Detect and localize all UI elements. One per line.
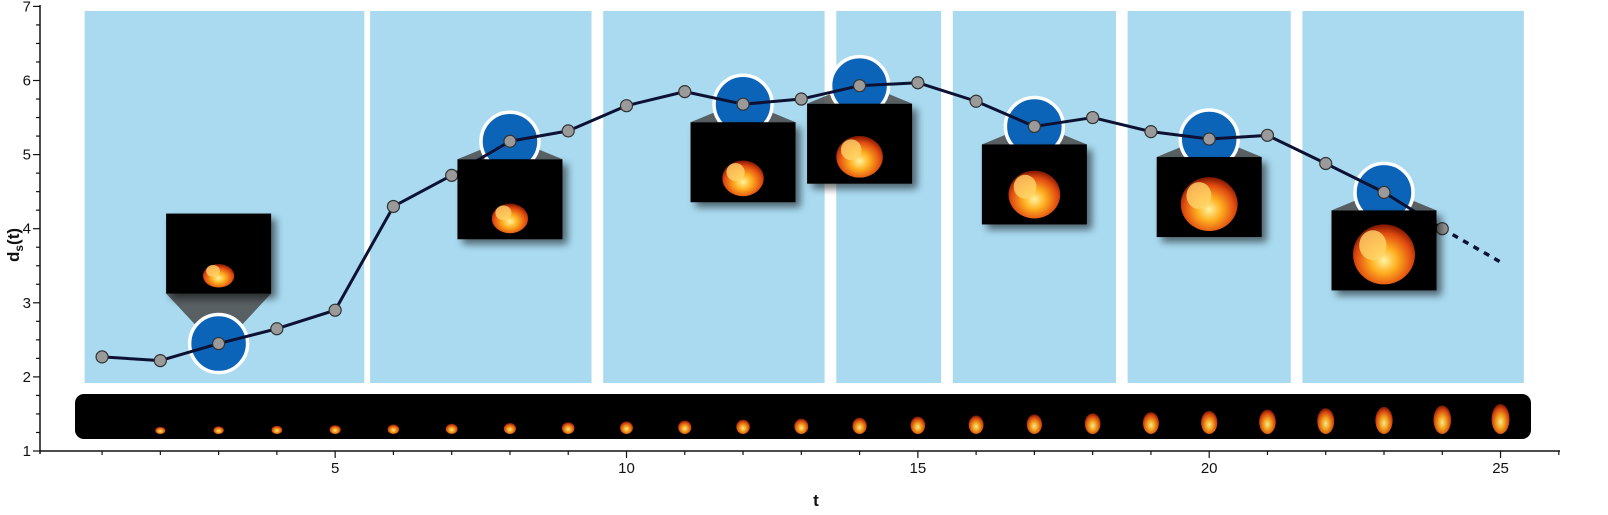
y-axis-label-main: d [4, 252, 23, 262]
flame-inset-fire-core [840, 139, 862, 161]
flame-strip-thumbnail [1026, 414, 1043, 435]
flame-strip-thumbnail [1375, 406, 1393, 434]
flame-strip-thumbnail [736, 419, 750, 434]
flame-strip-thumbnail [678, 420, 692, 434]
data-point [153, 353, 167, 368]
data-point [969, 94, 983, 108]
data-point [503, 134, 517, 148]
y-tick-label: 7 [23, 0, 31, 15]
x-tick-label: 15 [910, 460, 927, 477]
flame-inset-fire-core [495, 205, 512, 221]
data-point [678, 85, 692, 99]
y-tick-label: 2 [23, 369, 31, 386]
flame-inset-fire-core [1359, 230, 1387, 261]
data-point [1319, 156, 1333, 171]
data-point [794, 92, 808, 106]
flame-inset-fire-core [726, 163, 745, 181]
flame-strip-thumbnail [329, 425, 341, 435]
flame-inset-fire-core [1013, 174, 1037, 199]
flame-inset-fire-core [1186, 182, 1212, 210]
flame-strip-thumbnail [155, 426, 166, 434]
y-tick-label: 4 [23, 221, 31, 238]
data-point [561, 124, 575, 138]
data-point [1086, 110, 1100, 125]
flame-strip-thumbnail [445, 423, 458, 434]
y-axis-label: ds(t) [4, 228, 26, 262]
flame-inset-fire [1008, 170, 1061, 219]
flame-insets [166, 103, 1437, 294]
data-point [852, 79, 867, 93]
flame-strip-thumbnail [561, 422, 575, 434]
y-tick-label: 6 [23, 73, 31, 90]
data-point [911, 76, 925, 90]
flame-strip-thumbnail [1491, 404, 1510, 434]
data-point [1202, 132, 1216, 146]
data-point [1377, 185, 1391, 199]
x-tick-label: 20 [1201, 460, 1218, 477]
flame-strip-thumbnail [910, 416, 926, 434]
data-point [212, 336, 226, 351]
data-point [270, 322, 284, 336]
data-point [445, 168, 459, 182]
data-point [328, 303, 342, 317]
flame-strip-thumbnail [1201, 410, 1218, 434]
x-axis-label: t [813, 491, 819, 510]
segment-panels [84, 11, 1524, 383]
flame-inset-fire [491, 203, 529, 234]
flame-strip-thumbnail [620, 421, 633, 434]
x-tick-label: 10 [618, 460, 635, 477]
flame-inset-fire [836, 135, 883, 178]
flame-strip-group [75, 394, 1531, 439]
data-point [1144, 125, 1158, 139]
data-point [736, 97, 750, 111]
flame-strip-thumbnail [387, 424, 400, 434]
data-point [619, 99, 634, 113]
series-line [101, 81, 1444, 363]
flame-strip-thumbnail [852, 417, 867, 434]
flame-strip-thumbnail [1317, 408, 1335, 434]
flame-inset-fire-core [206, 265, 220, 277]
y-tick-label: 5 [23, 147, 31, 164]
data-point [386, 199, 401, 214]
flame-strip-thumbnail [794, 418, 809, 434]
y-axis-label-tail: (t) [4, 228, 23, 245]
flame-strip-thumbnail [968, 415, 984, 434]
x-tick-label: 25 [1492, 460, 1509, 477]
flame-strip-thumbnail [271, 425, 283, 434]
flame-strip-thumbnail [1142, 412, 1159, 434]
series-line-group [95, 76, 1502, 368]
flame-strip-thumbnail [1084, 413, 1101, 435]
y-tick-label: 1 [23, 443, 31, 460]
flame-strip-thumbnail [1433, 405, 1452, 434]
data-point [95, 350, 109, 364]
flame-inset-fire [722, 160, 764, 197]
x-tick-label: 5 [331, 460, 339, 477]
axes: 5 10 15 20 25 1 2 3 4 5 6 7 [23, 0, 1560, 477]
flame-strip-thumbnail [213, 426, 224, 435]
flame-strip-thumbnail [503, 422, 517, 434]
flame-strip-thumbnail [1259, 409, 1276, 434]
flame-strip [75, 394, 1531, 439]
y-axis-label-sub: s [12, 245, 26, 252]
data-point [1027, 119, 1041, 134]
y-tick-label: 3 [23, 295, 31, 312]
data-point [1435, 222, 1449, 236]
data-point [1260, 128, 1275, 142]
